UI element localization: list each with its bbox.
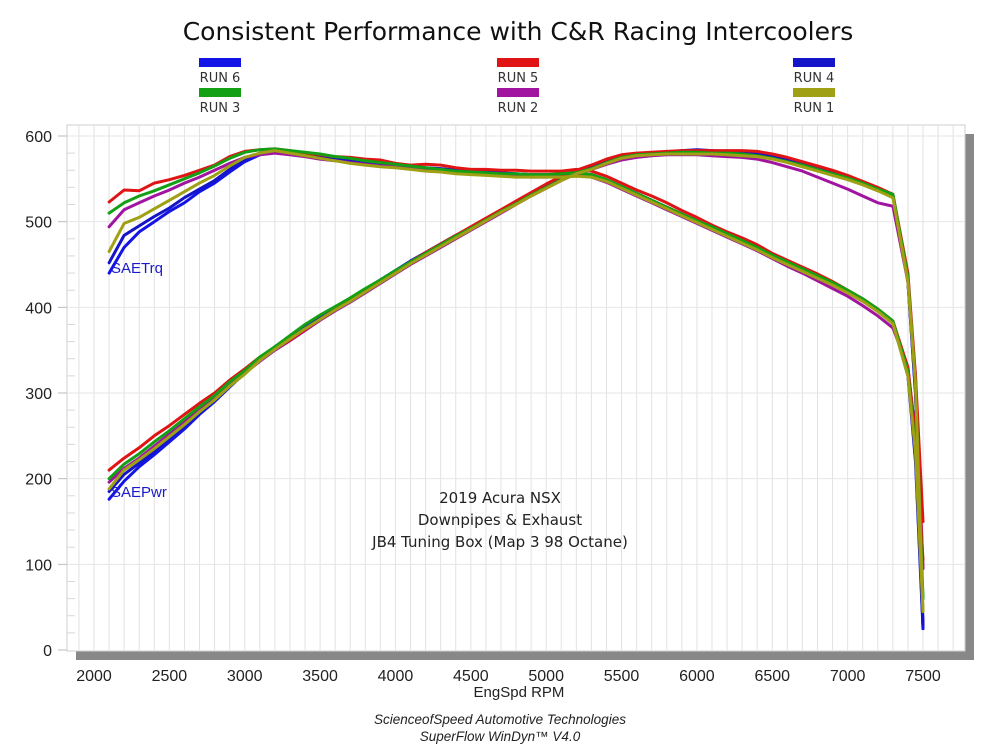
- legend-item: RUN 6: [199, 58, 241, 86]
- grid: [67, 125, 965, 650]
- series-group: [107, 147, 925, 631]
- legend-item: RUN 2: [497, 88, 539, 116]
- y-tick-label: 500: [25, 215, 52, 232]
- y-tick-label: 200: [25, 472, 52, 489]
- x-tick-label: 7500: [905, 668, 941, 685]
- chart-title: Consistent Performance with C&R Racing I…: [183, 17, 854, 46]
- x-tick-label: 7000: [830, 668, 866, 685]
- y-axis: 0 100 200 300 400 500 600: [25, 129, 67, 660]
- annotation-line-3: JB4 Tuning Box (Map 3 98 Octane): [371, 533, 628, 551]
- legend-item: RUN 5: [497, 58, 539, 86]
- series-line-run-1-saetrq: [107, 149, 925, 613]
- series-line-run-1-saepwr: [107, 152, 925, 613]
- footer-line-1: ScienceofSpeed Automotive Technologies: [374, 712, 626, 727]
- x-tick-label: 2000: [76, 668, 112, 685]
- x-tick-label: 2500: [152, 668, 188, 685]
- legend-label: RUN 5: [498, 71, 539, 86]
- legend-swatch: [497, 88, 539, 97]
- legend-label: RUN 6: [200, 71, 241, 86]
- x-tick-label: 3500: [302, 668, 338, 685]
- legend-swatch: [199, 88, 241, 97]
- annotation-line-2: Downpipes & Exhaust: [418, 511, 582, 529]
- legend-item: RUN 4: [793, 58, 835, 86]
- legend-swatch: [199, 58, 241, 67]
- y-tick-label: 600: [25, 129, 52, 146]
- x-tick-label: 5000: [528, 668, 564, 685]
- power-curve-label: SAEPwr: [111, 484, 167, 501]
- x-tick-label: 3000: [227, 668, 263, 685]
- annotation-line-1: 2019 Acura NSX: [439, 489, 561, 507]
- y-tick-label: 100: [25, 557, 52, 574]
- x-axis: 2000 2500 3000 3500 4000 4500 5000 5500 6000 6500…: [76, 668, 941, 685]
- x-tick-label: 4500: [453, 668, 489, 685]
- legend-swatch: [793, 88, 835, 97]
- y-tick-label: 300: [25, 386, 52, 403]
- legend-swatch: [793, 58, 835, 67]
- legend-label: RUN 3: [200, 101, 241, 116]
- legend-label: RUN 1: [794, 101, 835, 116]
- x-tick-label: 6500: [754, 668, 790, 685]
- x-tick-label: 4000: [378, 668, 414, 685]
- x-tick-label: 5500: [604, 668, 640, 685]
- legend-label: RUN 4: [794, 71, 835, 86]
- legend-item: RUN 1: [793, 88, 835, 116]
- legend-label: RUN 2: [498, 101, 539, 116]
- footer-line-2: SuperFlow WinDyn™ V4.0: [420, 729, 581, 744]
- legend-swatch: [497, 58, 539, 67]
- y-tick-label: 400: [25, 300, 52, 317]
- series-line-run-3-saetrq: [107, 147, 925, 601]
- x-tick-label: 6000: [679, 668, 715, 685]
- legend: RUN 6 RUN 5 RUN 4 RUN 3 RUN 2 RUN 1: [199, 58, 835, 116]
- legend-item: RUN 3: [199, 88, 241, 116]
- x-axis-title: EngSpd RPM: [474, 684, 565, 701]
- torque-curve-label: SAETrq: [111, 260, 163, 277]
- y-tick-label: 0: [43, 643, 52, 660]
